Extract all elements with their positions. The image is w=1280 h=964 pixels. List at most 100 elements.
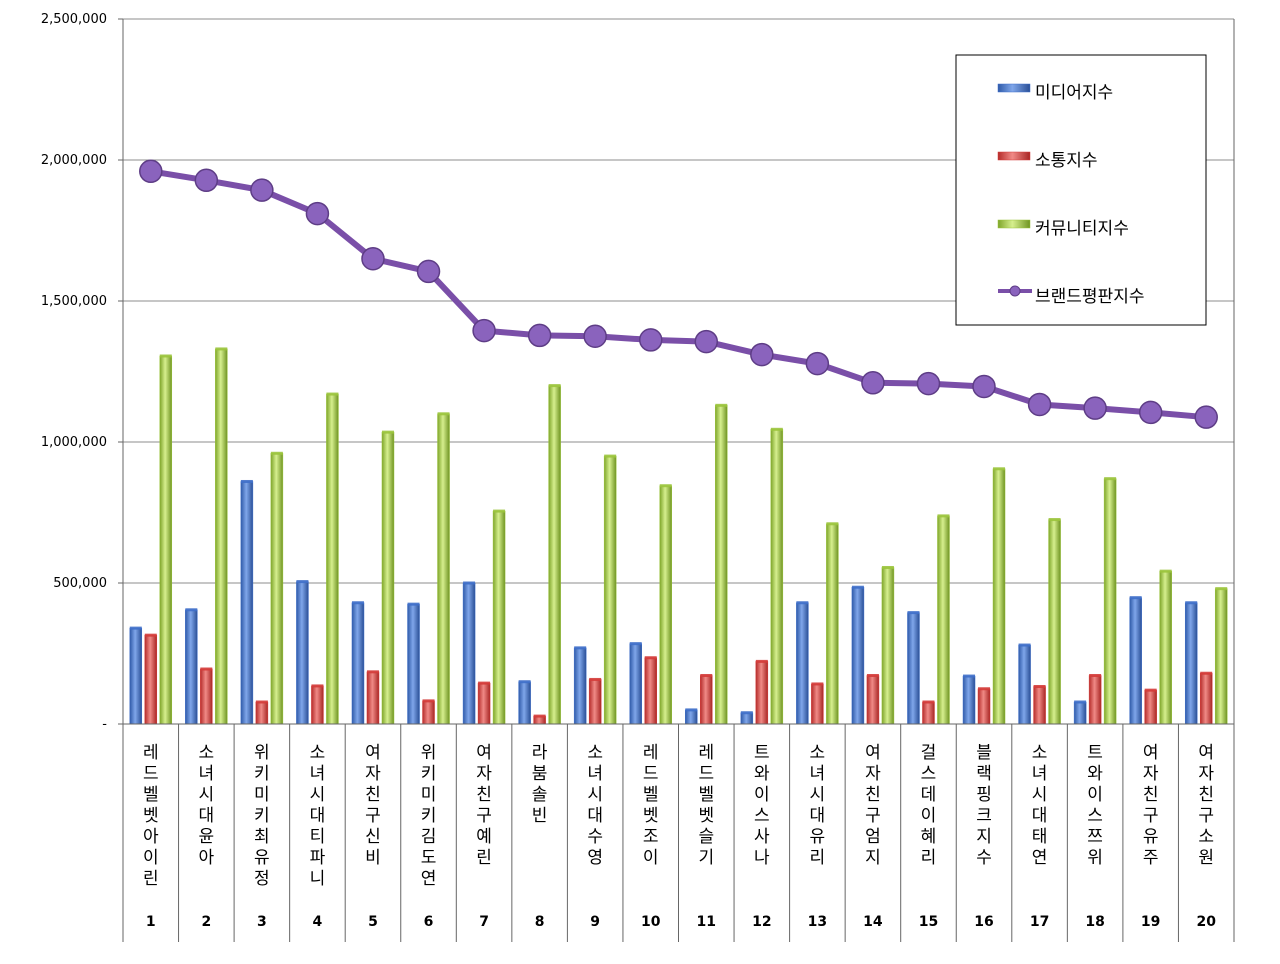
category-label-char: 여 <box>476 743 492 763</box>
category-label-char: 구 <box>1198 806 1214 826</box>
category-label-char: 솔 <box>532 785 548 805</box>
bar-cap <box>422 699 435 703</box>
bar-cap <box>866 673 879 677</box>
category-label-char: 스 <box>1087 806 1103 826</box>
category-label-char: 레 <box>698 743 714 763</box>
category-label-char: 스 <box>921 764 937 784</box>
bar-cap <box>937 514 950 518</box>
rank-label: 17 <box>1030 914 1049 930</box>
bar-cap <box>1159 569 1172 573</box>
bar-cap <box>963 674 976 678</box>
bar-cap <box>159 354 172 358</box>
bar-communication <box>644 657 657 725</box>
brand-index-point <box>750 342 774 367</box>
brand-index-point <box>861 371 885 395</box>
bar-community <box>1159 570 1172 725</box>
bar-cap <box>796 601 809 605</box>
bar-community <box>659 485 672 725</box>
category-label-char: 대 <box>310 806 326 826</box>
bar-layer <box>129 347 1228 725</box>
category-label-char: 벳 <box>643 806 659 826</box>
category-label-char: 드 <box>698 764 714 784</box>
category-label-char: 드 <box>643 764 659 784</box>
category-label-char: 도 <box>421 848 437 868</box>
bar-media <box>851 586 865 725</box>
bar-cap <box>366 670 379 674</box>
brand-index-point <box>527 323 552 348</box>
bar-cap <box>644 656 657 660</box>
bar-cap <box>589 677 602 681</box>
category-label-char: 신 <box>365 827 381 847</box>
category-label-char: 수 <box>976 848 992 868</box>
bar-cap <box>700 673 713 677</box>
bar-community <box>826 523 839 725</box>
rank-label: 2 <box>201 914 211 930</box>
brand-index-point <box>472 318 496 343</box>
legend-label: 소통지수 <box>1035 151 1098 171</box>
category-label-char: 녀 <box>587 764 603 784</box>
bar-community <box>381 431 395 725</box>
brand-index-point <box>361 246 385 271</box>
brand-index-point <box>583 324 607 348</box>
category-label-char: 주 <box>1143 848 1159 868</box>
category-label-char: 린 <box>476 848 492 868</box>
category-label-char: 시 <box>199 785 215 805</box>
category-label-char: 미 <box>254 785 270 805</box>
category-label-char: 구 <box>476 806 492 826</box>
category-label-char: 키 <box>421 764 437 784</box>
category-label-char: 자 <box>865 764 881 784</box>
bar-communication <box>255 701 269 725</box>
bar-community <box>937 515 950 725</box>
bar-cap <box>326 392 339 396</box>
category-label-char: 김 <box>421 827 437 847</box>
y-tick-label: 500,000 <box>53 576 107 591</box>
category-label-char: 이 <box>643 848 659 868</box>
bar-community <box>1048 519 1061 725</box>
rank-label: 6 <box>424 914 434 930</box>
category-label-char: 대 <box>199 806 215 826</box>
category-label-char: 사 <box>754 827 770 847</box>
brand-index-point <box>805 351 830 376</box>
category-label-char: 아 <box>143 827 159 847</box>
y-tick-label: 1,500,000 <box>41 294 107 309</box>
bar-cap <box>826 522 839 526</box>
bar-communication <box>811 683 824 725</box>
bar-media <box>1018 644 1031 725</box>
rank-label: 8 <box>535 914 545 930</box>
category-label-char: 키 <box>254 764 270 784</box>
bar-community <box>548 385 561 725</box>
bar-media <box>351 602 365 725</box>
rank-label: 7 <box>479 914 489 930</box>
category-label-char: 친 <box>865 785 881 805</box>
brand-index-point <box>916 371 941 396</box>
bar-media <box>629 643 642 725</box>
category-label-char: 라 <box>532 743 548 763</box>
bar-cap <box>270 451 283 455</box>
category-label-char: 트 <box>1087 743 1103 763</box>
category-label-char: 트 <box>754 743 770 763</box>
category-label-char: 레 <box>643 743 659 763</box>
brand-index-point <box>972 374 996 399</box>
bar-cap <box>1104 477 1117 481</box>
bar-cap <box>463 581 476 585</box>
category-label-char: 녀 <box>199 764 215 784</box>
category-label-char: 레 <box>143 743 159 763</box>
category-label-char: 지 <box>865 848 881 868</box>
bar-communication <box>977 688 991 725</box>
brand-index-point <box>305 201 330 226</box>
y-tick-label: 2,000,000 <box>41 153 107 168</box>
brand-index-point <box>1194 405 1218 429</box>
bar-community <box>770 429 784 725</box>
legend-label: 커뮤니티지수 <box>1035 219 1129 239</box>
bar-cap <box>574 646 587 650</box>
category-label-char: 리 <box>810 848 826 868</box>
category-label-char: 친 <box>1198 785 1214 805</box>
bar-community <box>715 405 728 725</box>
category-label-char: 유 <box>254 848 270 868</box>
brand-index-point <box>139 159 163 184</box>
category-label-char: 이 <box>754 785 770 805</box>
y-tick-label: - <box>102 717 107 732</box>
bar-communication <box>1088 675 1102 725</box>
bar-cap <box>518 680 531 684</box>
category-label-char: 소 <box>1198 827 1214 847</box>
